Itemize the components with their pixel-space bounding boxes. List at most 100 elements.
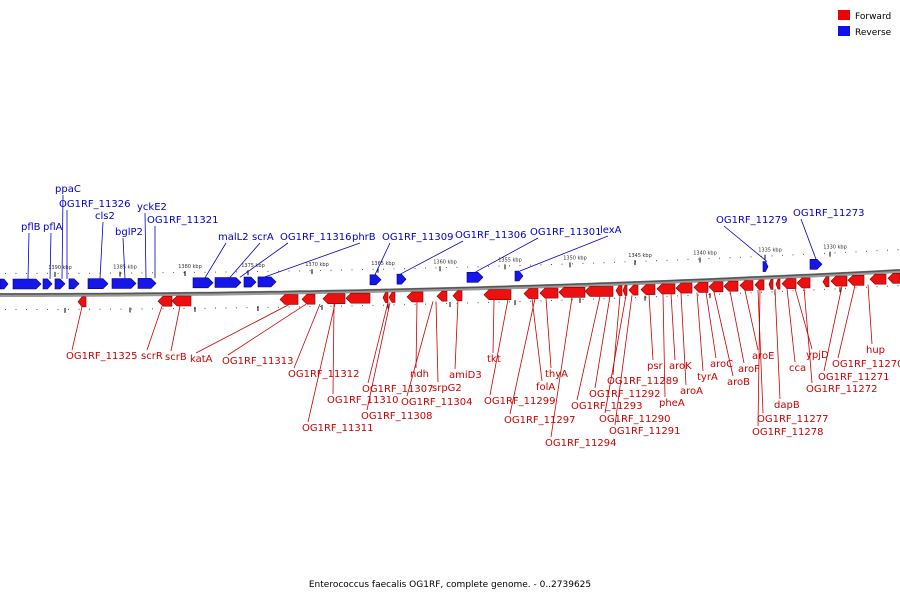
forward-gene-label[interactable]: OG1RF_11278 (752, 427, 824, 438)
forward-gene-arrow[interactable] (345, 292, 371, 304)
forward-gene-label[interactable]: srpG2 (432, 383, 462, 394)
forward-gene-label[interactable]: dapB (774, 400, 800, 411)
forward-gene-label[interactable]: OG1RF_11294 (545, 438, 617, 449)
forward-gene-label[interactable]: amiD3 (449, 370, 482, 381)
reverse-gene-arrow[interactable] (137, 278, 157, 289)
reverse-gene-arrow[interactable] (12, 278, 42, 290)
forward-gene-arrow[interactable] (739, 280, 754, 291)
forward-gene-arrow[interactable] (796, 277, 811, 289)
forward-gene-arrow[interactable] (754, 279, 765, 291)
reverse-gene-arrow[interactable] (68, 278, 80, 290)
forward-gene-arrow[interactable] (584, 286, 614, 297)
forward-gene-label[interactable]: aroE (752, 351, 774, 362)
reverse-gene-label[interactable]: OG1RF_11273 (793, 208, 865, 219)
reverse-gene-arrow[interactable] (54, 278, 66, 290)
reverse-gene-label[interactable]: bglP2 (115, 227, 143, 238)
forward-gene-label[interactable]: aroB (727, 377, 750, 388)
forward-gene-arrow[interactable] (523, 288, 539, 299)
forward-gene-arrow[interactable] (615, 285, 623, 296)
reverse-gene-arrow[interactable] (0, 278, 9, 290)
forward-gene-label[interactable]: OG1RF_11325 (66, 351, 138, 362)
forward-gene-label[interactable]: aroC (710, 359, 733, 370)
forward-gene-arrow[interactable] (382, 292, 389, 303)
forward-gene-label[interactable]: OG1RF_11312 (288, 369, 360, 380)
forward-gene-arrow[interactable] (157, 295, 173, 307)
forward-gene-label[interactable]: katA (190, 354, 213, 365)
reverse-gene-arrow[interactable] (514, 270, 524, 282)
reverse-gene-label[interactable]: OG1RF_11321 (147, 215, 219, 226)
reverse-gene-arrow[interactable] (369, 274, 382, 286)
forward-gene-label[interactable]: OG1RF_11307 (362, 384, 434, 395)
forward-gene-arrow[interactable] (675, 282, 693, 294)
forward-gene-arrow[interactable] (628, 284, 639, 296)
forward-gene-arrow[interactable] (77, 296, 87, 308)
reverse-gene-label[interactable]: lexA (600, 225, 622, 236)
forward-gene-label[interactable]: OG1RF_11308 (361, 411, 433, 422)
forward-gene-arrow[interactable] (558, 286, 586, 298)
forward-gene-label[interactable]: OG1RF_11297 (504, 415, 576, 426)
reverse-gene-arrow[interactable] (762, 261, 769, 272)
reverse-gene-label[interactable]: yckE2 (137, 202, 167, 213)
forward-gene-arrow[interactable] (452, 290, 463, 302)
forward-gene-label[interactable]: pheA (659, 398, 685, 409)
forward-gene-arrow[interactable] (539, 287, 559, 299)
reverse-gene-arrow[interactable] (396, 273, 407, 285)
reverse-gene-label[interactable]: malL2 (218, 232, 249, 243)
forward-gene-label[interactable]: folA (536, 382, 555, 393)
forward-gene-label[interactable]: aroK (669, 361, 692, 372)
reverse-gene-label[interactable]: scrA (252, 232, 274, 243)
forward-gene-arrow[interactable] (622, 285, 628, 296)
reverse-gene-arrow[interactable] (214, 277, 242, 288)
forward-gene-label[interactable]: scrB (165, 352, 187, 363)
reverse-gene-label[interactable]: pflA (43, 222, 63, 233)
forward-gene-label[interactable]: aroF (738, 364, 760, 375)
forward-gene-arrow[interactable] (640, 284, 656, 295)
reverse-gene-label[interactable]: OG1RF_11306 (455, 230, 527, 241)
forward-gene-label[interactable]: thyA (545, 369, 568, 380)
reverse-gene-arrow[interactable] (192, 277, 214, 289)
forward-gene-label[interactable]: aroA (680, 386, 703, 397)
forward-gene-arrow[interactable] (830, 275, 848, 287)
forward-gene-label[interactable]: OG1RF_11299 (484, 396, 556, 407)
reverse-gene-arrow[interactable] (243, 276, 257, 288)
reverse-gene-label[interactable]: OG1RF_11279 (716, 215, 788, 226)
forward-gene-label[interactable]: tkt (487, 354, 501, 365)
forward-gene-arrow[interactable] (693, 282, 709, 293)
reverse-gene-arrow[interactable] (111, 278, 137, 289)
forward-gene-label[interactable]: OG1RF_11292 (589, 389, 661, 400)
forward-gene-label[interactable]: cca (789, 363, 806, 374)
forward-gene-label[interactable]: OG1RF_11291 (609, 426, 681, 437)
forward-gene-label[interactable]: ndh (410, 369, 429, 380)
forward-gene-arrow[interactable] (775, 278, 781, 290)
reverse-gene-label[interactable]: OG1RF_11309 (382, 232, 454, 243)
forward-gene-label[interactable]: OG1RF_11270 (832, 359, 900, 370)
forward-gene-label[interactable]: scrR (141, 351, 163, 362)
forward-gene-label[interactable]: OG1RF_11304 (401, 397, 473, 408)
forward-gene-arrow[interactable] (171, 295, 192, 307)
forward-gene-label[interactable]: OG1RF_11310 (327, 395, 399, 406)
forward-gene-arrow[interactable] (436, 290, 448, 302)
forward-gene-arrow[interactable] (388, 292, 396, 303)
forward-gene-label[interactable]: tyrA (697, 372, 718, 383)
forward-gene-label[interactable]: OG1RF_11311 (302, 423, 374, 434)
forward-gene-arrow[interactable] (708, 281, 724, 293)
reverse-gene-arrow[interactable] (87, 278, 109, 290)
reverse-gene-label[interactable]: OG1RF_11326 (59, 199, 131, 210)
forward-gene-label[interactable]: ypjD (806, 350, 829, 361)
forward-gene-arrow[interactable] (723, 280, 739, 292)
reverse-gene-arrow[interactable] (809, 258, 823, 270)
reverse-gene-label[interactable]: pflB (21, 222, 41, 233)
forward-gene-arrow[interactable] (301, 293, 316, 305)
forward-gene-label[interactable]: hup (866, 345, 885, 356)
reverse-gene-label[interactable]: cls2 (95, 211, 115, 222)
forward-gene-arrow[interactable] (822, 276, 830, 288)
forward-gene-label[interactable]: OG1RF_11271 (818, 372, 890, 383)
forward-gene-label[interactable]: OG1RF_11289 (607, 376, 679, 387)
forward-gene-arrow[interactable] (406, 291, 424, 303)
reverse-gene-arrow[interactable] (466, 271, 484, 283)
forward-gene-arrow[interactable] (768, 279, 774, 290)
forward-gene-label[interactable]: OG1RF_11290 (599, 414, 671, 425)
forward-gene-label[interactable]: psr (647, 361, 664, 372)
reverse-gene-label[interactable]: OG1RF_11301 (530, 227, 602, 238)
reverse-gene-label[interactable]: ppaC (55, 184, 81, 195)
